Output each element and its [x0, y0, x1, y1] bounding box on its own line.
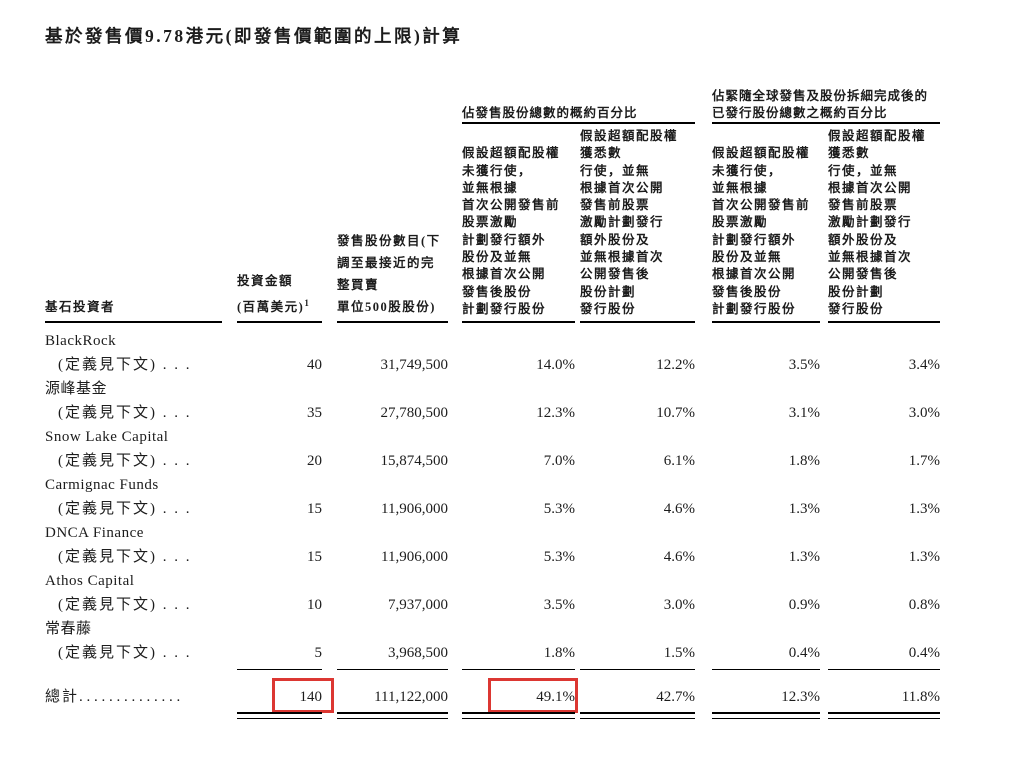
col-header-pct-full-overallotment: 假設超額配股權 獲悉數 行使，並無 根據首次公開 發售前股票 激勵計劃發行 額外… [580, 128, 695, 324]
investment-amount: 10 [307, 597, 322, 614]
investor-name: 源峰基金 [45, 381, 108, 398]
pct-issued-full-overallotment: 1.7% [908, 453, 940, 470]
investment-amount: 35 [307, 405, 322, 422]
col-header-pct-no-overallotment: 假設超額配股權 未獲行使， 並無根據 首次公開發售前 股票激勵 計劃發行額外 股… [462, 145, 575, 324]
pct-offer-no-overallotment: 5.3% [543, 549, 575, 566]
table-row: 源峰基金 (定義見下文) . . . 35 27,780,500 12.3% 1… [45, 377, 940, 425]
pct-offer-full-overallotment: 1.5% [580, 641, 695, 671]
page-title: 基於發售價9.78港元(即發售價範圍的上限)計算 [45, 26, 463, 46]
investor-name: Carmignac Funds [45, 477, 159, 494]
table-row: BlackRock (定義見下文) . . . 40 31,749,500 14… [45, 329, 940, 377]
highlight-box-total-amount [272, 678, 334, 714]
total-label: 總計 [45, 689, 80, 706]
pct-offer-full-overallotment: 6.1% [663, 453, 695, 470]
totals-row: 總計. . . . . . . . . . . . . . 140 111,12… [45, 678, 940, 720]
pct-offer-no-overallotment: 5.3% [543, 501, 575, 518]
col-header-investment-line2: (百萬美元) [237, 300, 305, 315]
pct-issued-full-overallotment: 1.3% [908, 501, 940, 518]
document-page: { "title": "基於發售價9.78港元(即發售價範圍的上限)計算", "… [0, 24, 1019, 762]
investor-definition: (定義見下文) . . . [58, 597, 192, 614]
offer-shares: 15,874,500 [380, 453, 449, 470]
offer-shares: 31,749,500 [380, 357, 449, 374]
cornerstone-investors-table: 基石投資者 投資金額 (百萬美元)1 發售股份數目(下 調至最接近的完 整買賣 單… [45, 88, 940, 720]
pct-issued-no-overallotment: 3.1% [788, 405, 820, 422]
investment-amount: 15 [307, 501, 322, 518]
investment-amount: 15 [307, 549, 322, 566]
investor-name: 常春藤 [45, 621, 92, 638]
total-pct-offer-full-overallotment: 42.7% [580, 685, 695, 720]
investor-definition: (定義見下文) . . . [58, 549, 192, 566]
pct-offer-no-overallotment: 14.0% [536, 357, 575, 374]
group-issued-shares-percentage: 佔緊隨全球發售及股份拆細完成後的 已發行股份總數之概約百分比 假設超額配股權 未… [712, 88, 940, 324]
total-pct-issued-no-overallotment: 12.3% [712, 685, 820, 720]
highlight-box-total-percentage [488, 678, 578, 714]
total-pct-issued-full-overallotment: 11.8% [828, 685, 940, 720]
col-header-pct2-no-overallotment: 假設超額配股權 未獲行使， 並無根據 首次公開發售前 股票激勵 計劃發行額外 股… [712, 145, 820, 324]
col-header-investment: 投資金額 (百萬美元)1 [237, 270, 322, 324]
col-header-investment-line1: 投資金額 [237, 274, 294, 289]
total-pct-offer-no-overallotment: 49.1% [462, 678, 578, 720]
offer-shares: 11,906,000 [381, 501, 448, 518]
group1-title: 佔發售股份總數的概約百分比 [462, 106, 638, 120]
total-offer-shares: 111,122,000 [337, 685, 448, 720]
group2-rule [712, 122, 940, 124]
offer-shares: 3,968,500 [337, 641, 448, 671]
total-investment-amount: 140 [237, 678, 334, 720]
pct-issued-full-overallotment: 3.0% [908, 405, 940, 422]
pct-issued-no-overallotment: 0.9% [788, 597, 820, 614]
table-row: Carmignac Funds (定義見下文) . . . 15 11,906,… [45, 473, 940, 521]
pct-issued-full-overallotment: 0.4% [828, 641, 940, 671]
offer-shares: 7,937,000 [388, 597, 448, 614]
pct-issued-full-overallotment: 3.4% [908, 357, 940, 374]
pct-issued-no-overallotment: 3.5% [788, 357, 820, 374]
investor-definition: (定義見下文) . . . [58, 405, 192, 422]
pct-issued-no-overallotment: 1.3% [788, 549, 820, 566]
table-header: 基石投資者 投資金額 (百萬美元)1 發售股份數目(下 調至最接近的完 整買賣 單… [45, 88, 940, 324]
pct-issued-full-overallotment: 0.8% [908, 597, 940, 614]
pct-issued-full-overallotment: 1.3% [908, 549, 940, 566]
pct-offer-no-overallotment: 1.8% [462, 641, 575, 671]
pct-issued-no-overallotment: 0.4% [712, 641, 820, 671]
pct-offer-full-overallotment: 12.2% [656, 357, 695, 374]
table-row: Athos Capital (定義見下文) . . . 10 7,937,000… [45, 569, 940, 617]
investment-amount: 5 [237, 641, 322, 671]
investment-amount: 40 [307, 357, 322, 374]
table-row: Snow Lake Capital (定義見下文) . . . 20 15,87… [45, 425, 940, 473]
pct-offer-no-overallotment: 12.3% [536, 405, 575, 422]
pct-offer-no-overallotment: 3.5% [543, 597, 575, 614]
pct-offer-full-overallotment: 4.6% [663, 501, 695, 518]
pct-offer-full-overallotment: 10.7% [656, 405, 695, 422]
footnote-marker: 1 [304, 298, 309, 309]
investor-name: DNCA Finance [45, 525, 144, 542]
investor-definition: (定義見下文) . . . [58, 501, 192, 518]
leader-dots: . . . . . . . . . . . . . . [79, 689, 181, 706]
col-header-pct2-full-overallotment: 假設超額配股權 獲悉數 行使，並無 根據首次公開 發售前股票 激勵計劃發行 額外… [828, 128, 940, 324]
investor-name: Athos Capital [45, 573, 135, 590]
col-header-offer-shares: 發售股份數目(下 調至最接近的完 整買賣 單位500股股份) [337, 230, 448, 324]
investor-definition: (定義見下文) . . . [58, 453, 192, 470]
pct-issued-no-overallotment: 1.8% [788, 453, 820, 470]
group1-rule [462, 122, 695, 124]
table-row: DNCA Finance (定義見下文) . . . 15 11,906,000… [45, 521, 940, 569]
offer-shares: 11,906,000 [381, 549, 448, 566]
investor-name: Snow Lake Capital [45, 429, 169, 446]
group2-title: 佔緊隨全球發售及股份拆細完成後的 已發行股份總數之概約百分比 [712, 89, 929, 120]
table-body: BlackRock (定義見下文) . . . 40 31,749,500 14… [45, 323, 940, 720]
table-row: 常春藤 (定義見下文) . . . 5 3,968,500 1.8% 1.5% … [45, 617, 940, 671]
investor-name: BlackRock [45, 333, 117, 350]
pct-offer-full-overallotment: 3.0% [663, 597, 695, 614]
investment-amount: 20 [307, 453, 322, 470]
offer-shares: 27,780,500 [380, 405, 449, 422]
investor-definition: (定義見下文) . . . [58, 645, 192, 662]
investor-definition: (定義見下文) . . . [58, 357, 192, 374]
pct-offer-no-overallotment: 7.0% [543, 453, 575, 470]
pct-issued-no-overallotment: 1.3% [788, 501, 820, 518]
pct-offer-full-overallotment: 4.6% [663, 549, 695, 566]
col-header-investor: 基石投資者 [45, 296, 222, 324]
group-offer-shares-percentage: 佔發售股份總數的概約百分比 假設超額配股權 未獲行使， 並無根據 首次公開發售前… [462, 105, 695, 324]
